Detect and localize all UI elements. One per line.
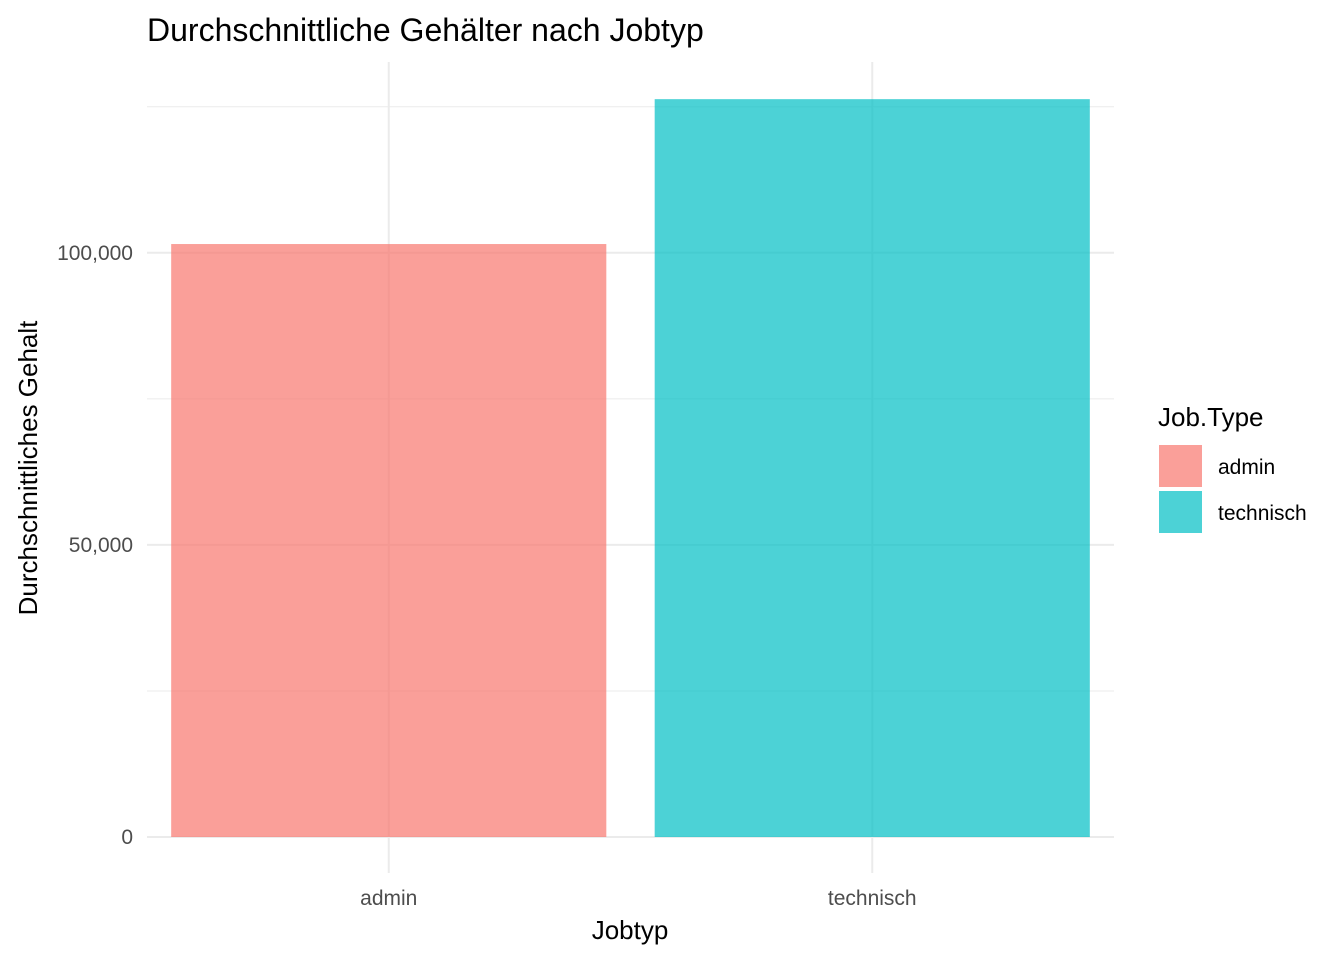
bar-admin	[171, 244, 607, 838]
y-axis-title: Durchschnittliches Gehalt	[13, 320, 43, 616]
legend-title: Job.Type	[1158, 402, 1264, 432]
legend-label-admin: admin	[1218, 456, 1275, 479]
legend-label-technisch: technisch	[1218, 502, 1307, 525]
legend-key-technisch	[1159, 491, 1202, 533]
x-tick-label: admin	[360, 887, 417, 910]
y-tick-label: 50,000	[69, 534, 133, 557]
bar-technisch	[654, 99, 1090, 838]
chart-title: Durchschnittliche Gehälter nach Jobtyp	[147, 12, 704, 48]
x-tick-label: technisch	[828, 887, 917, 910]
x-axis-title: Jobtyp	[592, 915, 669, 945]
y-tick-label: 100,000	[57, 242, 133, 265]
bars	[171, 99, 1090, 838]
legend-key-admin	[1159, 445, 1202, 487]
legend: Job.Type admin technisch	[1158, 402, 1307, 533]
y-axis-ticks: 0 50,000 100,000	[57, 242, 133, 849]
x-axis-ticks: admin technisch	[360, 887, 916, 910]
y-tick-label: 0	[121, 826, 133, 849]
